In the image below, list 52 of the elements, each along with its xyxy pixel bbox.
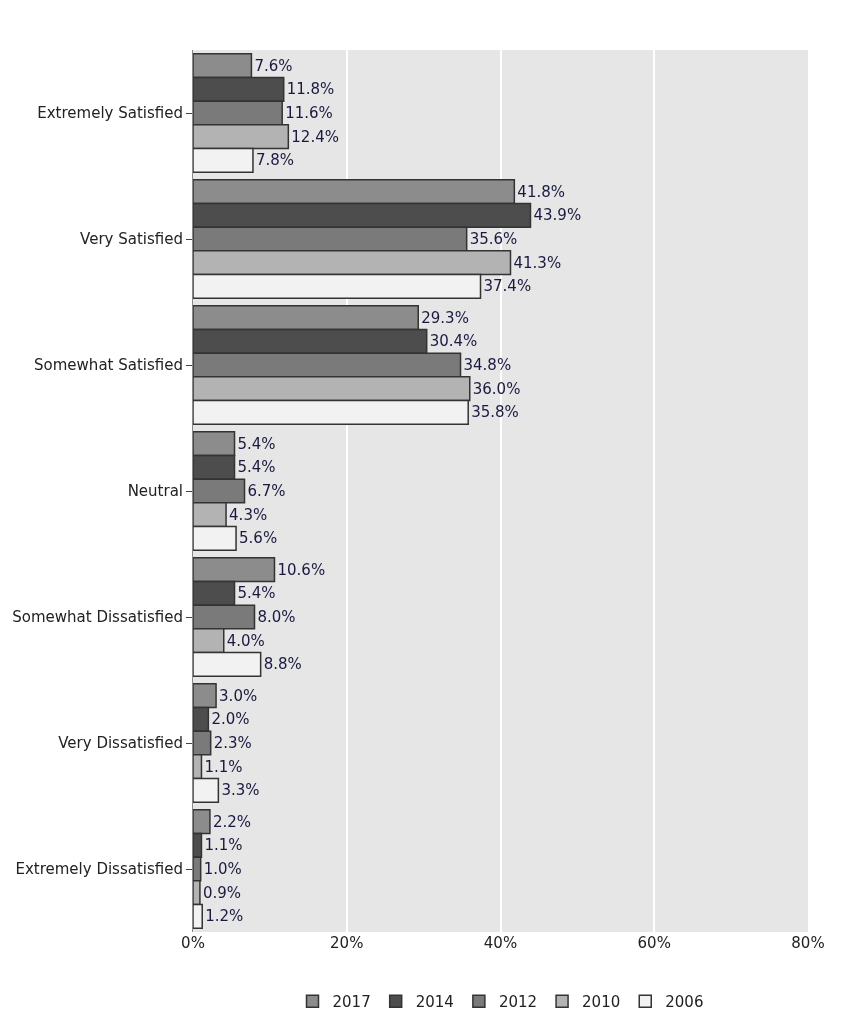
data-label: 1.1%: [204, 757, 243, 776]
x-tick-label: 20%: [330, 934, 364, 952]
data-label: 0.9%: [202, 883, 242, 902]
data-label: 43.9%: [533, 206, 582, 225]
data-label: 11.8%: [286, 80, 335, 99]
y-tick-label: Somewhat Dissatisfied: [12, 608, 183, 627]
data-label: 41.3%: [513, 253, 562, 272]
data-label: 5.4%: [237, 458, 276, 477]
data-label: 2.2%: [212, 812, 252, 831]
y-tick-label: Neutral: [127, 482, 183, 501]
data-label: 5.6%: [239, 529, 278, 548]
x-tick-label: 80%: [791, 934, 825, 952]
x-tick-label: 0%: [181, 934, 205, 952]
data-label: 1.2%: [205, 907, 244, 926]
legend-label: 2010: [582, 993, 621, 1012]
data-label: 8.0%: [257, 608, 296, 626]
data-label: 3.3%: [221, 781, 260, 800]
legend-label: 2006: [665, 993, 704, 1012]
y-tick-label: Extremely Dissatisfied: [15, 860, 183, 879]
data-label: 3.0%: [219, 686, 258, 705]
data-label: 36.0%: [472, 379, 521, 398]
data-label: 4.3%: [229, 505, 268, 524]
data-label: 2.0%: [211, 710, 250, 729]
legend-label: 2014: [415, 993, 454, 1012]
data-label: 30.4%: [429, 332, 478, 351]
data-label: 1.0%: [203, 860, 242, 878]
y-tick-label: Very Dissatisfied: [58, 734, 183, 753]
data-label: 35.8%: [471, 403, 519, 422]
data-label: 10.6%: [277, 560, 326, 579]
x-tick-label: 40%: [483, 934, 518, 952]
data-label: 4.0%: [226, 631, 265, 650]
data-label: 11.6%: [285, 104, 333, 122]
data-label: 1.1%: [204, 836, 243, 855]
data-label: 5.4%: [237, 434, 276, 453]
data-label: 29.3%: [421, 308, 469, 327]
data-label: 37.4%: [483, 277, 532, 296]
data-label: 34.8%: [463, 356, 512, 374]
x-tick-label: 60%: [637, 934, 671, 952]
y-tick-label: Extremely Satisfied: [37, 104, 183, 123]
data-label: 41.8%: [517, 182, 565, 201]
legend-label: 2017: [332, 993, 371, 1012]
data-label: 7.6%: [254, 56, 293, 75]
y-tick-label: Very Satisfied: [80, 230, 183, 249]
data-label: 7.8%: [255, 151, 295, 170]
y-tick-label: Somewhat Satisfied: [34, 356, 183, 375]
data-label: 5.4%: [237, 584, 276, 603]
data-label: 35.6%: [469, 230, 518, 248]
data-label: 12.4%: [291, 127, 339, 146]
legend-label: 2012: [498, 993, 538, 1012]
data-label: 6.7%: [247, 482, 286, 500]
data-label: 8.8%: [263, 655, 302, 674]
data-label: 2.3%: [213, 734, 252, 752]
